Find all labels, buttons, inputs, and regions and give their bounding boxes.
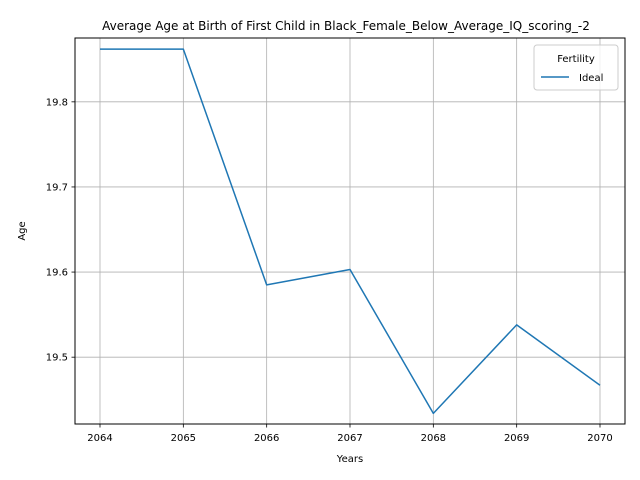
chart-title: Average Age at Birth of First Child in B… (102, 19, 590, 33)
legend-box (534, 45, 618, 90)
legend-entry-label: Ideal (579, 73, 603, 84)
y-tick-label: 19.8 (46, 97, 68, 108)
x-tick-label: 2065 (171, 433, 196, 444)
y-axis-label: Age (17, 221, 28, 240)
y-tick-label: 19.5 (46, 353, 68, 364)
grid-lines (75, 38, 625, 424)
legend-title: Fertility (557, 54, 595, 65)
legend: Fertility Ideal (534, 45, 618, 90)
x-axis-ticks: 2064 2065 2066 2067 2068 2069 2070 (87, 424, 612, 444)
y-tick-label: 19.7 (46, 182, 68, 193)
x-tick-label: 2066 (254, 433, 279, 444)
x-tick-label: 2069 (504, 433, 529, 444)
x-tick-label: 2067 (337, 433, 362, 444)
x-tick-label: 2064 (87, 433, 112, 444)
x-tick-label: 2070 (587, 433, 612, 444)
y-tick-label: 19.6 (46, 268, 68, 279)
x-tick-label: 2068 (421, 433, 446, 444)
y-axis-ticks: 19.5 19.6 19.7 19.8 (46, 97, 75, 363)
x-axis-label: Years (336, 454, 363, 465)
